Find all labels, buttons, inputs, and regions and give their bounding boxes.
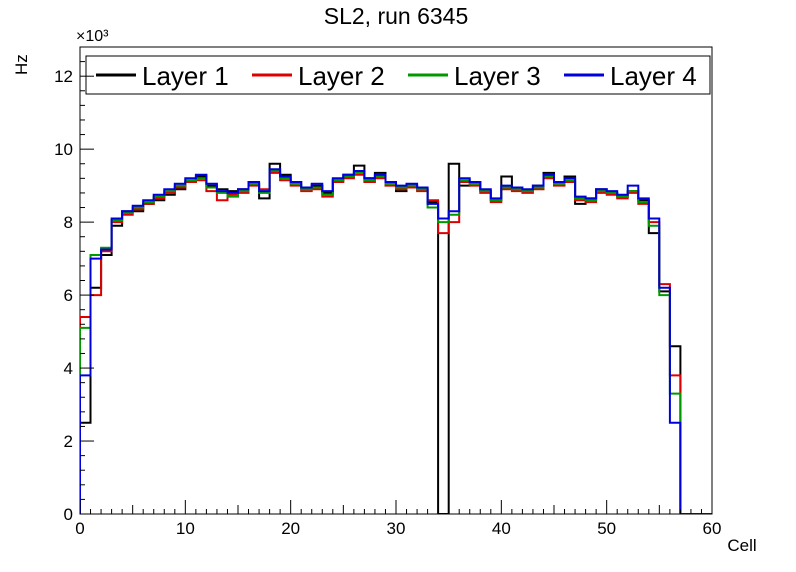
x-tick-label: 50 <box>597 519 616 538</box>
legend-label: Layer 4 <box>610 61 697 91</box>
x-axis-title: Cell <box>727 536 756 555</box>
y-tick-label: 12 <box>54 67 73 86</box>
axis-tick-labels: 0 10 20 30 40 50 60 0 2 4 6 8 10 12 <box>54 67 721 538</box>
x-tick-label: 60 <box>703 519 722 538</box>
x-tick-label: 40 <box>492 519 511 538</box>
y-axis-title: Hz <box>12 54 31 75</box>
x-tick-label: 0 <box>75 519 84 538</box>
y-axis-multiplier: ×10³ <box>76 28 109 45</box>
series-layer-3 <box>80 170 712 514</box>
x-tick-label: 30 <box>387 519 406 538</box>
series-group <box>80 162 712 514</box>
y-tick-label: 6 <box>64 286 73 305</box>
legend-box <box>85 55 711 95</box>
x-tick-label: 10 <box>176 519 195 538</box>
legend-label: Layer 1 <box>142 61 229 91</box>
legend-label: Layer 2 <box>298 61 385 91</box>
plot-frame <box>79 46 713 515</box>
y-tick-label: 4 <box>64 359 73 378</box>
y-tick-label: 10 <box>54 140 73 159</box>
plot-title: SL2, run 6345 <box>324 3 469 29</box>
y-tick-label: 0 <box>64 505 73 524</box>
legend: Layer 1 Layer 2 Layer 3 Layer 4 <box>85 55 711 95</box>
series-layer-1 <box>80 162 712 514</box>
y-tick-label: 2 <box>64 432 73 451</box>
series-layer-4 <box>80 168 712 514</box>
series-layer-2 <box>80 171 712 514</box>
legend-label: Layer 3 <box>454 61 541 91</box>
x-tick-label: 20 <box>281 519 300 538</box>
axis-ticks <box>79 46 713 515</box>
y-tick-label: 8 <box>64 213 73 232</box>
